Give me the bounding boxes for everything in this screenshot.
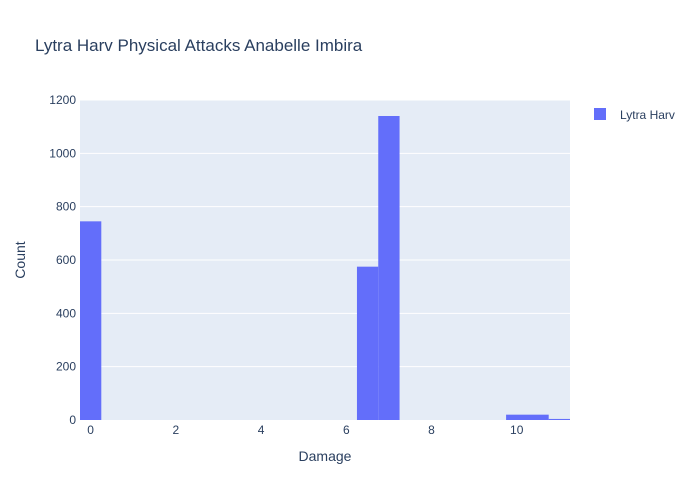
legend-entry-lytra-harv[interactable]: Lytra Harv xyxy=(620,108,675,122)
x-tick-label: 2 xyxy=(173,423,180,437)
y-tick-label: 1200 xyxy=(49,93,76,107)
legend-swatch[interactable] xyxy=(594,108,606,120)
x-tick-label: 4 xyxy=(258,423,265,437)
y-tick-label: 200 xyxy=(56,360,76,374)
x-tick-label: 10 xyxy=(510,423,524,437)
y-axis-title: Count xyxy=(12,241,28,278)
y-axis-ticks: 0 200 400 600 800 1000 1200 xyxy=(49,93,76,427)
histogram-bar[interactable] xyxy=(378,116,400,420)
y-tick-label: 1000 xyxy=(49,146,76,160)
histogram-bar[interactable] xyxy=(548,418,570,420)
histogram-bar[interactable] xyxy=(356,266,379,420)
grid-lines xyxy=(80,99,570,368)
x-tick-label: 8 xyxy=(428,423,435,437)
legend[interactable]: Lytra Harv xyxy=(594,108,675,122)
y-tick-label: 400 xyxy=(56,306,76,320)
histogram-bar[interactable] xyxy=(80,221,102,420)
histogram-bar[interactable] xyxy=(506,414,549,420)
y-tick-label: 0 xyxy=(69,413,76,427)
x-axis-title: Damage xyxy=(299,448,352,464)
y-tick-label: 600 xyxy=(56,253,76,267)
x-tick-label: 6 xyxy=(343,423,350,437)
histogram-bars xyxy=(80,116,570,420)
y-tick-label: 800 xyxy=(56,200,76,214)
x-axis-ticks: 0 2 4 6 8 10 xyxy=(87,423,523,437)
x-tick-label: 0 xyxy=(87,423,94,437)
chart-title: Lytra Harv Physical Attacks Anabelle Imb… xyxy=(35,36,363,55)
